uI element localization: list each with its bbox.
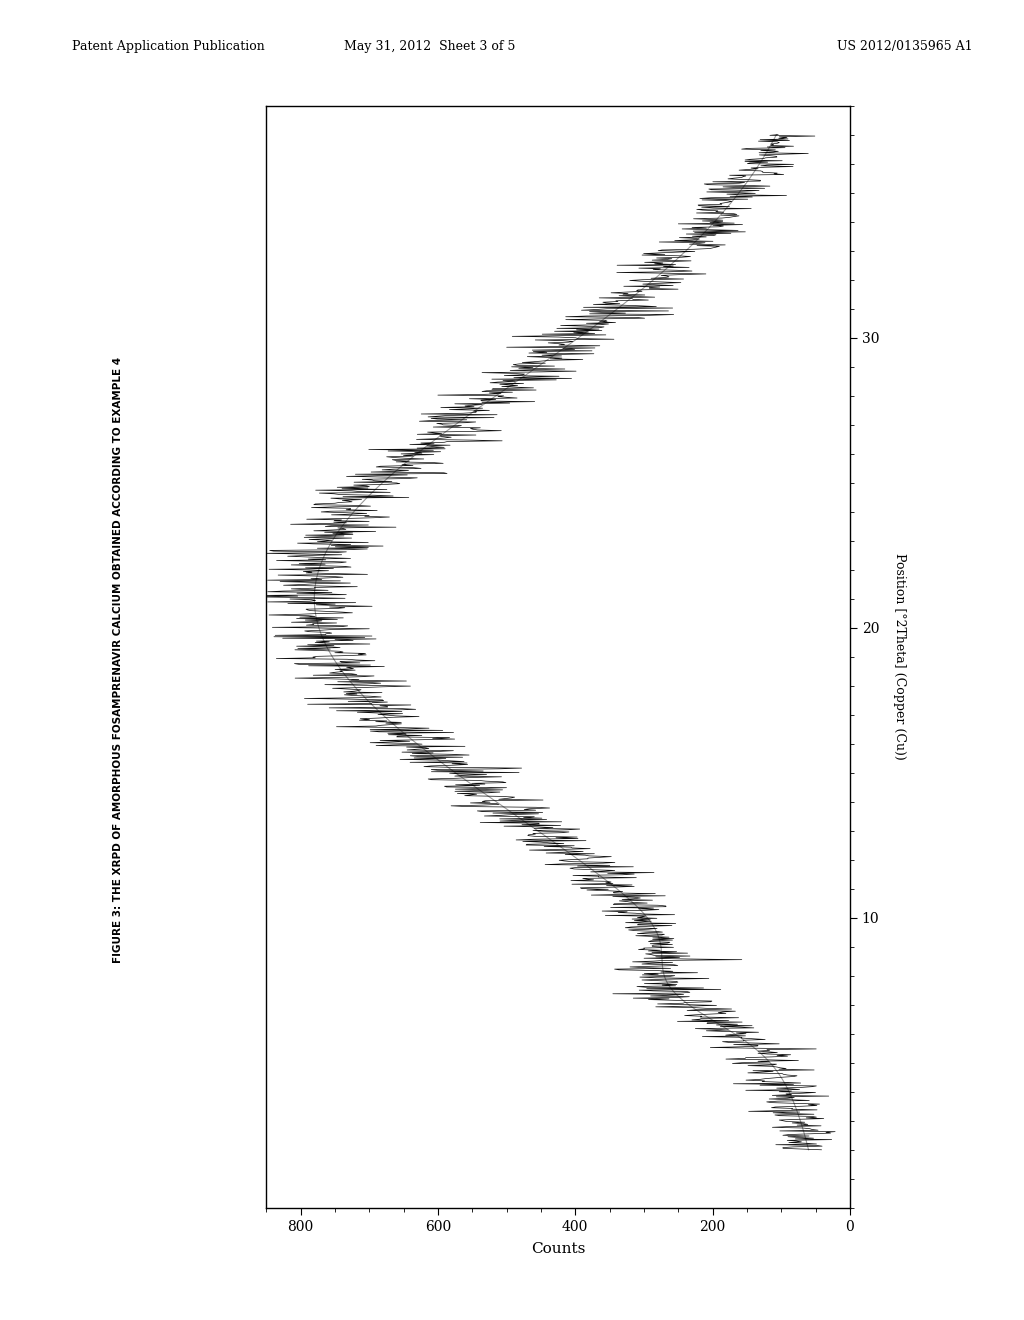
- Text: Patent Application Publication: Patent Application Publication: [72, 40, 264, 53]
- Text: FIGURE 3: THE XRPD OF AMORPHOUS FOSAMPRENAVIR CALCIUM OBTAINED ACCORDING TO EXAM: FIGURE 3: THE XRPD OF AMORPHOUS FOSAMPRE…: [113, 356, 123, 964]
- Text: US 2012/0135965 A1: US 2012/0135965 A1: [838, 40, 973, 53]
- Y-axis label: Position [°2Theta] (Copper (Cu)): Position [°2Theta] (Copper (Cu)): [893, 553, 906, 760]
- X-axis label: Counts: Counts: [530, 1242, 586, 1255]
- Text: May 31, 2012  Sheet 3 of 5: May 31, 2012 Sheet 3 of 5: [344, 40, 516, 53]
